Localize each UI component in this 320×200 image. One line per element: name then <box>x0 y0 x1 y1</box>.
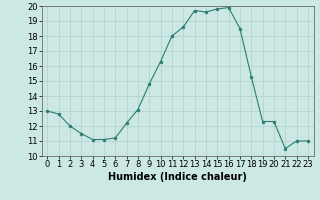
X-axis label: Humidex (Indice chaleur): Humidex (Indice chaleur) <box>108 172 247 182</box>
